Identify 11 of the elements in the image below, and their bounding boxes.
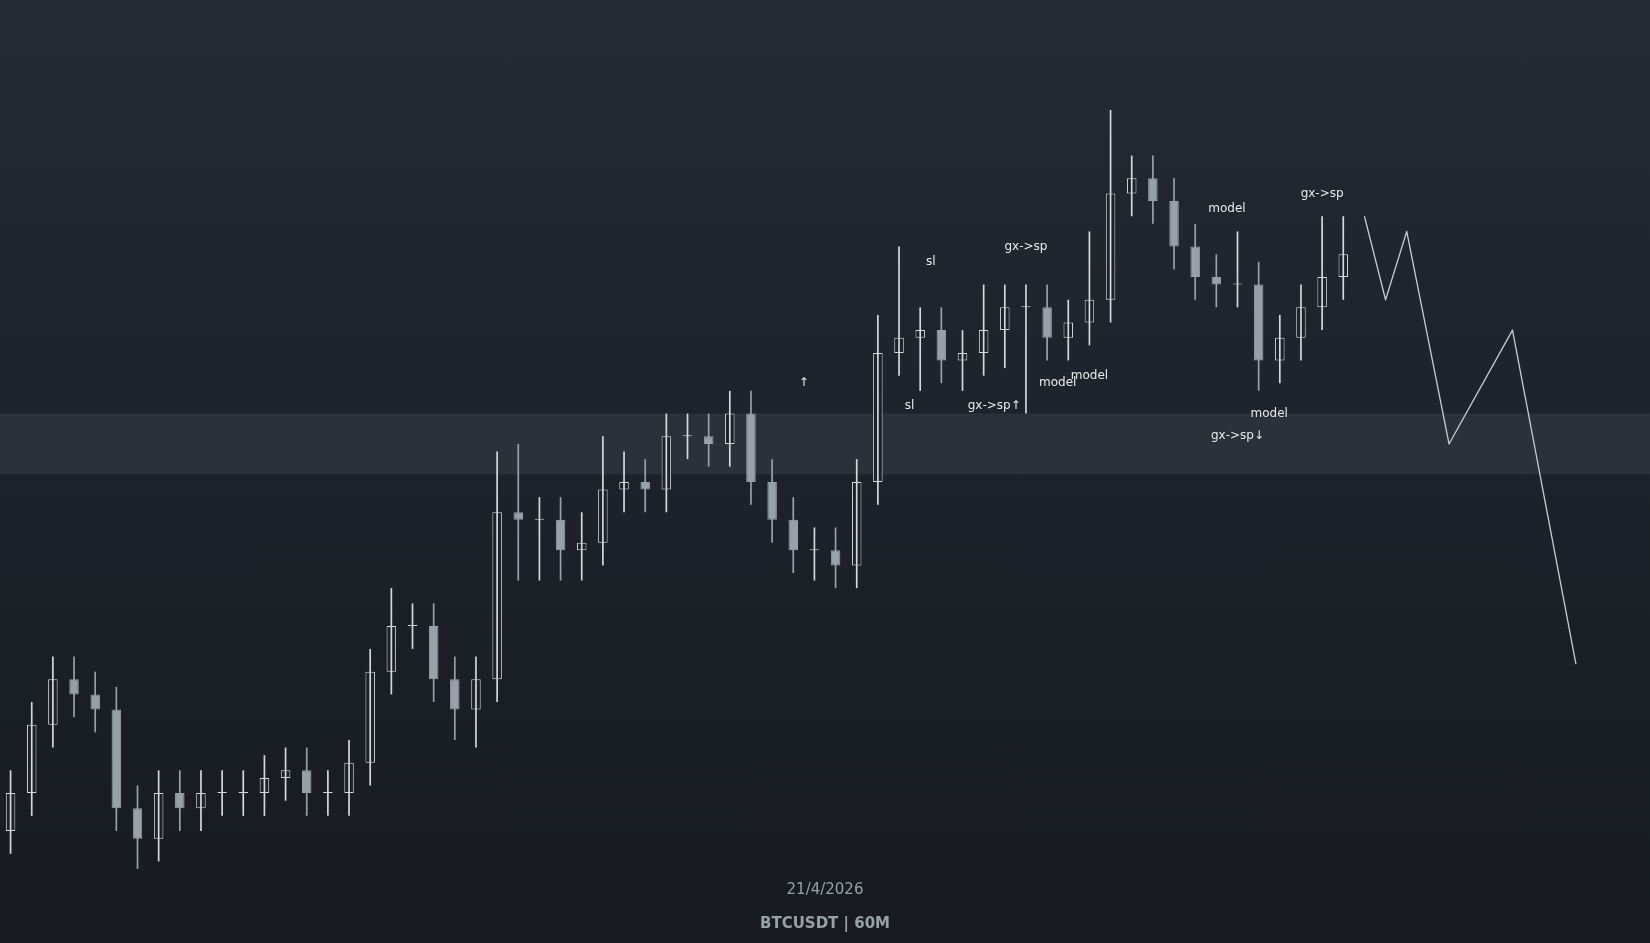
annotation: gx->sp↑ [967, 398, 1021, 413]
annotation: ↑ [798, 375, 809, 390]
text: BTCUSDT | 60M [759, 913, 891, 933]
annotation: sl [904, 398, 915, 413]
annotation: gx->sp [1004, 238, 1048, 253]
annotation: model [1208, 200, 1246, 215]
annotation: model [1250, 405, 1288, 420]
x-axis-title: 21/4/2026 [786, 879, 864, 898]
annotation: gx->sp [1300, 185, 1344, 200]
annotation: sl [925, 253, 936, 268]
annotation: gx->sp↓ [1210, 428, 1265, 443]
